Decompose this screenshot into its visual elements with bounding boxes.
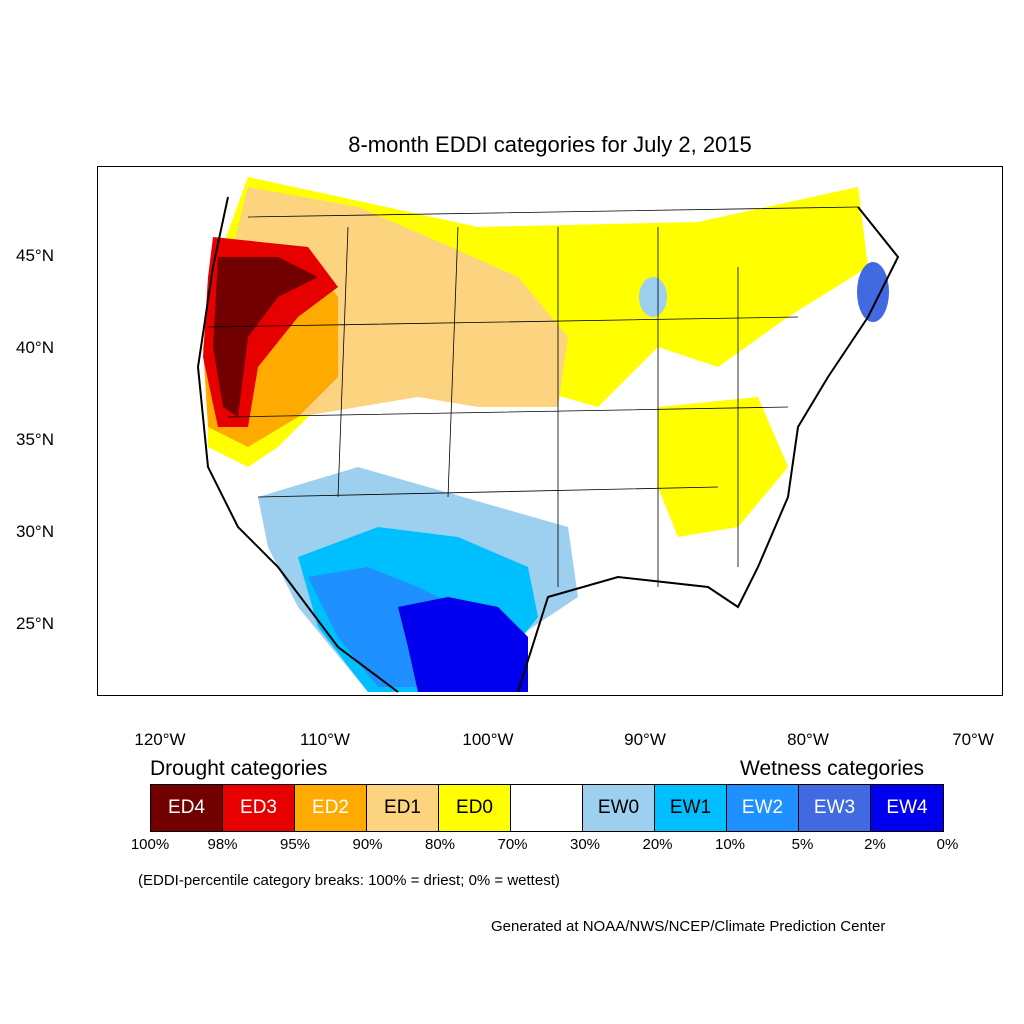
lon-label-80: 80°W — [787, 730, 829, 749]
lon-label-90: 90°W — [624, 730, 666, 749]
legend-box-ew4: EW4 — [871, 785, 943, 831]
lon-label-120: 120°W — [134, 730, 186, 749]
map-canvas — [196, 177, 900, 693]
percentile-label: 95% — [279, 836, 311, 853]
legend-box-ew0: EW0 — [583, 785, 655, 831]
percentile-label: 2% — [864, 836, 886, 853]
state-borders — [207, 206, 859, 587]
percentile-label: 10% — [714, 836, 746, 853]
legend-box-normal — [511, 785, 583, 831]
legend-box-ed3: ED3 — [223, 785, 295, 831]
percentile-label: 20% — [642, 836, 673, 853]
percentile-label: 90% — [352, 836, 383, 853]
percentile-label: 100% — [130, 836, 170, 853]
region-ed4 — [213, 257, 318, 417]
map-title: 8-month EDDI categories for July 2, 2015 — [348, 132, 752, 157]
legend-box-ed0: ED0 — [439, 785, 511, 831]
lon-label-70: 70°W — [952, 730, 994, 749]
lon-label-100: 100°W — [462, 730, 514, 749]
percentile-label: 70% — [497, 836, 528, 853]
legend-note: (EDDI-percentile category breaks: 100% =… — [138, 872, 560, 889]
eddi-map — [97, 166, 1003, 696]
legend-box-ed2: ED2 — [295, 785, 367, 831]
lat-label-30: 30°N — [16, 522, 54, 541]
percentile-label: 5% — [791, 836, 814, 853]
legend-bar: ED4 ED3 ED2 ED1 ED0 EW0 EW1 EW2 EW3 EW4 — [150, 784, 944, 832]
region-ew1-northeast — [857, 262, 889, 322]
percentile-label: 30% — [569, 836, 601, 853]
lat-label-35: 35°N — [16, 430, 54, 449]
legend-box-ew1: EW1 — [655, 785, 727, 831]
region-ed0-east — [658, 397, 788, 537]
drought-heading: Drought categories — [150, 757, 328, 780]
credit-text: Generated at NOAA/NWS/NCEP/Climate Predi… — [491, 918, 886, 935]
percentile-label: 0% — [936, 836, 959, 853]
legend-box-ed1: ED1 — [367, 785, 439, 831]
wetness-heading: Wetness categories — [740, 757, 925, 780]
legend-box-ew3: EW3 — [799, 785, 871, 831]
region-ew4 — [398, 597, 528, 692]
coastline — [196, 196, 900, 693]
legend-box-ed4: ED4 — [151, 785, 223, 831]
lon-label-110: 110°W — [300, 730, 350, 749]
lat-label-25: 25°N — [16, 614, 54, 633]
legend-box-ew2: EW2 — [727, 785, 799, 831]
percentile-label: 98% — [207, 836, 238, 853]
lat-label-40: 40°N — [16, 338, 54, 357]
lat-label-45: 45°N — [16, 246, 54, 265]
region-ew0-great-lakes — [639, 277, 667, 317]
percentile-label: 80% — [424, 836, 456, 853]
